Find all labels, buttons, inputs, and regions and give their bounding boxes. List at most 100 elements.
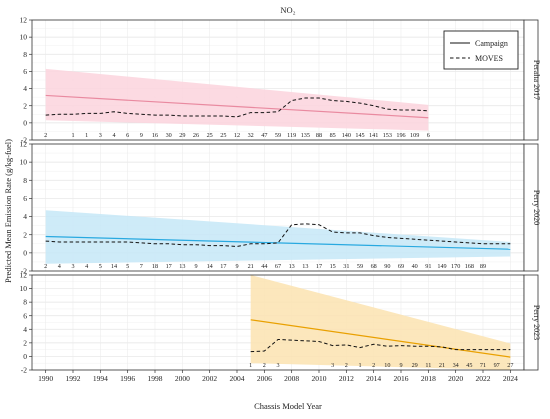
count-label: 25 <box>220 132 226 139</box>
count-label: 153 <box>383 132 392 139</box>
moves-line <box>45 223 511 248</box>
y-tick-label: 10 <box>20 284 28 293</box>
count-label: 141 <box>369 132 378 139</box>
count-label: 3 <box>276 362 279 369</box>
y-tick-label: 4 <box>23 325 27 334</box>
count-label: 149 <box>437 263 446 270</box>
count-label: 68 <box>371 263 377 270</box>
y-tick-label: -2 <box>21 136 27 145</box>
count-label: 4 <box>85 263 88 270</box>
count-label: 97 <box>494 362 500 369</box>
x-tick-label: 1998 <box>148 374 163 383</box>
campaign-line <box>45 94 429 119</box>
count-label: 29 <box>412 362 418 369</box>
count-label: 2 <box>44 263 47 270</box>
x-axis-ticks: 1990 1992 1994 1996 1998 2000 2002 2004 2006 2008… <box>38 370 518 383</box>
y-tick-label: 4 <box>23 84 27 93</box>
count-label: 14 <box>207 263 213 270</box>
count-label: 34 <box>453 362 459 369</box>
count-label: 13 <box>302 263 308 270</box>
count-label: 145 <box>355 132 364 139</box>
y-tick-label: -2 <box>21 366 27 375</box>
count-label: 2 <box>263 362 266 369</box>
count-label: 16 <box>152 132 158 139</box>
y-tick-label: 6 <box>23 194 27 203</box>
y-tick-label: 4 <box>23 212 27 221</box>
count-label: 59 <box>357 263 363 270</box>
y-axis-ticks: -2 0 2 4 6 8 10 12 <box>20 271 32 375</box>
count-label: 119 <box>287 132 296 139</box>
count-label: 170 <box>451 263 460 270</box>
count-label: 5 <box>99 263 102 270</box>
y-axis-ticks: -2 0 2 4 6 8 10 12 <box>20 16 32 145</box>
facet-strip <box>523 19 539 141</box>
x-tick-label: 2010 <box>312 374 327 383</box>
count-label: 21 <box>439 362 445 369</box>
facet-strip <box>523 274 539 371</box>
count-label: 196 <box>396 132 405 139</box>
count-label: 32 <box>248 132 254 139</box>
count-label: 26 <box>193 132 199 139</box>
campaign-line <box>250 319 511 358</box>
count-label: 71 <box>480 362 486 369</box>
count-label: 13 <box>179 263 185 270</box>
count-label: 9 <box>235 263 238 270</box>
count-label: 18 <box>152 263 158 270</box>
campaign-line <box>45 235 511 250</box>
y-tick-label: 2 <box>23 230 27 239</box>
count-label: 15 <box>330 263 336 270</box>
count-label: 2 <box>44 132 47 139</box>
count-label: 168 <box>465 263 474 270</box>
count-label: 6 <box>126 132 129 139</box>
y-tick-label: 0 <box>23 248 27 257</box>
y-tick-label: 8 <box>23 50 27 59</box>
count-label: 90 <box>384 263 390 270</box>
count-label: 40 <box>412 263 418 270</box>
facet-strip <box>523 143 539 272</box>
legend-label: MOVES <box>475 54 503 63</box>
count-label: 109 <box>410 132 419 139</box>
legend-box <box>443 30 519 70</box>
campaign-confidence-band <box>45 210 511 264</box>
count-label: 88 <box>316 132 322 139</box>
y-tick-label: 2 <box>23 101 27 110</box>
panel-2: 2 4 3 4 5 14 5 7 18 17 13 9 14 17 9 21 44 67 13 13 17 15 31 59 6… <box>20 140 542 276</box>
count-label: 44 <box>261 263 267 270</box>
x-tick-label: 2000 <box>175 374 190 383</box>
count-label: 3 <box>331 362 334 369</box>
x-tick-label: 1990 <box>38 374 53 383</box>
y-axis-title: Predicted Mean Emission Rate (g/kg-fuel) <box>3 139 13 283</box>
count-label: 135 <box>301 132 310 139</box>
y-tick-label: 12 <box>20 271 28 280</box>
count-label: 17 <box>220 263 226 270</box>
count-label: 1 <box>85 132 88 139</box>
count-label: 89 <box>480 263 486 270</box>
moves-line <box>250 338 511 353</box>
y-tick-label: 8 <box>23 298 27 307</box>
y-tick-label: 6 <box>23 67 27 76</box>
count-label: 6 <box>427 132 430 139</box>
count-label: 9 <box>194 263 197 270</box>
count-label: 17 <box>166 263 172 270</box>
count-label: 21 <box>248 263 254 270</box>
campaign-confidence-band <box>250 275 511 370</box>
count-label: 13 <box>289 263 295 270</box>
x-tick-label: 2022 <box>476 374 491 383</box>
x-axis-title: Chassis Model Year <box>254 401 322 411</box>
panel-3: 1 2 3 3 2 1 2 10 9 29 11 21 34 45 71 97 27-2024681012Per… <box>20 271 542 375</box>
count-label: 1 <box>71 132 74 139</box>
legend: Campaign MOVES <box>443 30 519 70</box>
count-label: 85 <box>330 132 336 139</box>
y-tick-label: 0 <box>23 352 27 361</box>
x-tick-label: 2004 <box>230 374 245 383</box>
count-label: 29 <box>179 132 185 139</box>
count-label: 91 <box>425 263 431 270</box>
y-tick-label: 10 <box>20 33 28 42</box>
x-tick-label: 2002 <box>202 374 217 383</box>
count-label: 11 <box>425 362 431 369</box>
campaign-confidence-band <box>45 68 429 131</box>
x-tick-label: 2014 <box>366 374 381 383</box>
x-tick-label: 2012 <box>339 374 354 383</box>
